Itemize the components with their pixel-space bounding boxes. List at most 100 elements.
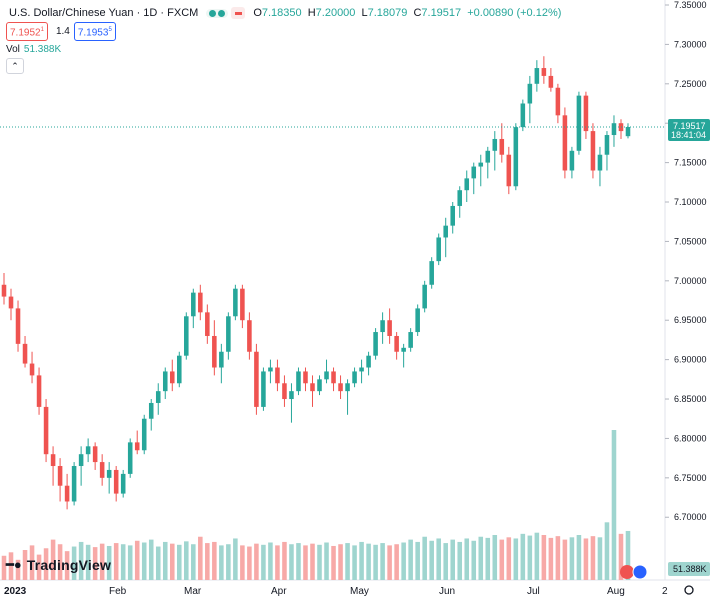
volume-bar <box>148 539 154 580</box>
volume-bar <box>324 542 329 580</box>
legend-header: U.S. Dollar/Chinese Yuan · 1D · FXCM O7.… <box>6 5 561 21</box>
candle-body <box>492 138 498 151</box>
volume-bar <box>520 533 526 580</box>
candle-body <box>127 442 133 474</box>
candle-body <box>29 363 35 376</box>
candle-body <box>429 261 434 285</box>
candle-body <box>576 95 582 151</box>
candle-body <box>36 375 42 407</box>
candle-body <box>155 391 161 403</box>
candle-body <box>85 446 91 455</box>
volume-bar <box>618 533 624 580</box>
volume-bar <box>71 546 77 580</box>
candle-body <box>436 237 441 262</box>
volume-legend: Vol 51.388K <box>6 44 61 55</box>
volume-bar <box>177 544 182 580</box>
candle-body <box>120 473 126 494</box>
volume-bar <box>380 543 385 580</box>
volume-bar <box>57 544 63 580</box>
session-icon[interactable] <box>231 7 246 19</box>
volume-bar <box>590 536 596 580</box>
volume-bar <box>219 545 224 580</box>
candle-body <box>324 371 329 380</box>
volume-bar <box>226 544 231 580</box>
volume-bar <box>345 543 350 580</box>
volume-bar <box>169 543 175 580</box>
candle-body <box>268 367 273 372</box>
buy-button[interactable]: 7.19535 <box>73 22 116 42</box>
candle-body <box>380 320 385 333</box>
volume-bar <box>450 539 455 580</box>
volume-bar <box>471 540 477 580</box>
volume-bar <box>408 539 413 580</box>
candle-body <box>310 383 315 392</box>
candle-body <box>373 332 378 356</box>
tradingview-logo[interactable]: ━● TradingView <box>6 557 111 573</box>
candle-body <box>359 367 364 372</box>
volume-bar <box>604 522 610 580</box>
volume-value: 51.388K <box>23 44 62 55</box>
volume-bar <box>261 544 266 580</box>
tradingview-logo-icon: ━● <box>6 557 22 572</box>
tradingview-wordmark: TradingView <box>26 557 112 573</box>
volume-bar <box>513 538 519 580</box>
volume-badge-label: 51.388K <box>673 564 707 574</box>
price-tick-label: 6.70000 <box>674 512 707 522</box>
time-axis[interactable]: 2023 Feb Mar Apr May Jun Jul Aug 2 <box>4 585 694 597</box>
candle-body <box>317 379 322 392</box>
time-tick-label: Mar <box>184 586 202 597</box>
ohlc-values: O7.18350 H7.20000 L7.18079 C7.19517 +0.0… <box>253 7 562 19</box>
chevron-up-icon[interactable]: ⌃ <box>6 58 24 74</box>
candle-body <box>583 95 589 132</box>
volume-bar <box>127 545 133 580</box>
candle-body <box>169 371 175 384</box>
volume-bar <box>191 544 196 580</box>
market-status[interactable] <box>206 8 229 18</box>
volume-bar <box>289 544 294 580</box>
volume-label: Vol <box>6 44 20 55</box>
candle-body <box>450 205 455 226</box>
time-tick-label: May <box>350 586 369 597</box>
candle-body <box>296 371 301 392</box>
volume-bar <box>625 530 631 580</box>
candle-body <box>134 442 140 451</box>
candle-body <box>261 371 266 407</box>
volume-bar <box>555 536 561 580</box>
price-tick-label: 6.75000 <box>674 473 707 483</box>
volume-bar <box>254 543 259 580</box>
volume-bar <box>120 544 126 580</box>
gear-icon <box>684 585 694 595</box>
volume-bar <box>359 541 364 580</box>
candle-body <box>184 316 189 356</box>
volume-bar <box>415 541 420 580</box>
candle-body <box>569 150 575 171</box>
volume-bar <box>78 541 84 580</box>
candle-body <box>99 462 105 478</box>
sell-button[interactable]: 7.19521 <box>6 22 48 42</box>
volume-bar <box>387 545 392 580</box>
volume-bar <box>15 559 21 580</box>
candle-body <box>534 68 540 84</box>
candle-body <box>506 154 512 187</box>
price-tick-label: 6.85000 <box>674 394 707 404</box>
volume-bar <box>317 544 322 580</box>
volume-bar <box>422 536 427 580</box>
volume-bar <box>141 542 147 580</box>
candle-body <box>303 371 308 384</box>
candle-body <box>611 123 617 136</box>
candle-body <box>254 351 259 407</box>
candle-body <box>64 485 70 502</box>
symbol-title[interactable]: U.S. Dollar/Chinese Yuan · 1D · FXCM <box>9 7 199 19</box>
volume-bar <box>562 539 568 580</box>
price-axis[interactable]: 7.350007.300007.250007.200007.150007.100… <box>620 0 710 580</box>
volume-bar <box>366 543 371 580</box>
volume-bar <box>64 551 70 580</box>
volume-bar <box>331 545 336 580</box>
volume-bar <box>373 544 378 580</box>
candle-body <box>205 312 210 336</box>
volume-bar <box>29 545 35 580</box>
candles <box>1 56 631 510</box>
volume-bar <box>443 543 448 580</box>
